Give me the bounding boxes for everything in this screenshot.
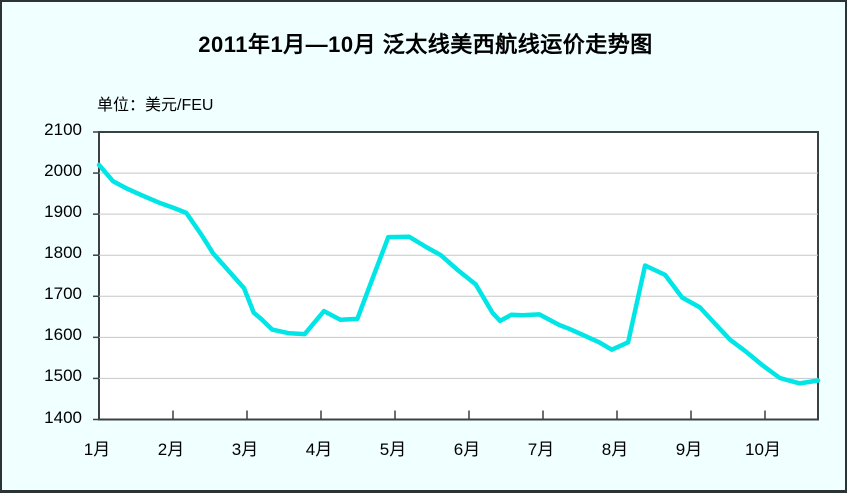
y-tick-label-1800: 1800: [44, 243, 82, 263]
x-tick-label-1: 1月: [83, 440, 111, 459]
x-tick-label-6: 6月: [453, 440, 481, 459]
chart-title: 2011年1月—10月 泛太线美西航线运价走势图: [198, 32, 653, 57]
x-tick-label-9: 9月: [675, 440, 703, 459]
x-tick-label-3: 3月: [231, 440, 259, 459]
plot-area: [93, 131, 821, 421]
x-tick-label-8: 8月: [601, 440, 629, 459]
y-tick-label-1900: 1900: [44, 202, 82, 222]
y-tick-label-1400: 1400: [44, 407, 82, 427]
plot-border: [98, 131, 819, 421]
freight-rate-line: [96, 162, 821, 386]
x-tick-label-4: 4月: [305, 440, 333, 459]
x-tick-label-10: 10月: [745, 440, 781, 459]
y-tick-label-1500: 1500: [44, 366, 82, 386]
y-tick-label-1600: 1600: [44, 325, 82, 345]
y-tick-label-1700: 1700: [44, 284, 82, 304]
y-tick-label-2100: 2100: [44, 120, 82, 139]
y-tick-label-2000: 2000: [44, 161, 82, 181]
x-tick-label-2: 2月: [157, 440, 185, 459]
x-tick-label-7: 7月: [527, 440, 555, 459]
x-tick-label-5: 5月: [379, 440, 407, 459]
unit-label: 单位：美元/FEU: [97, 97, 214, 114]
